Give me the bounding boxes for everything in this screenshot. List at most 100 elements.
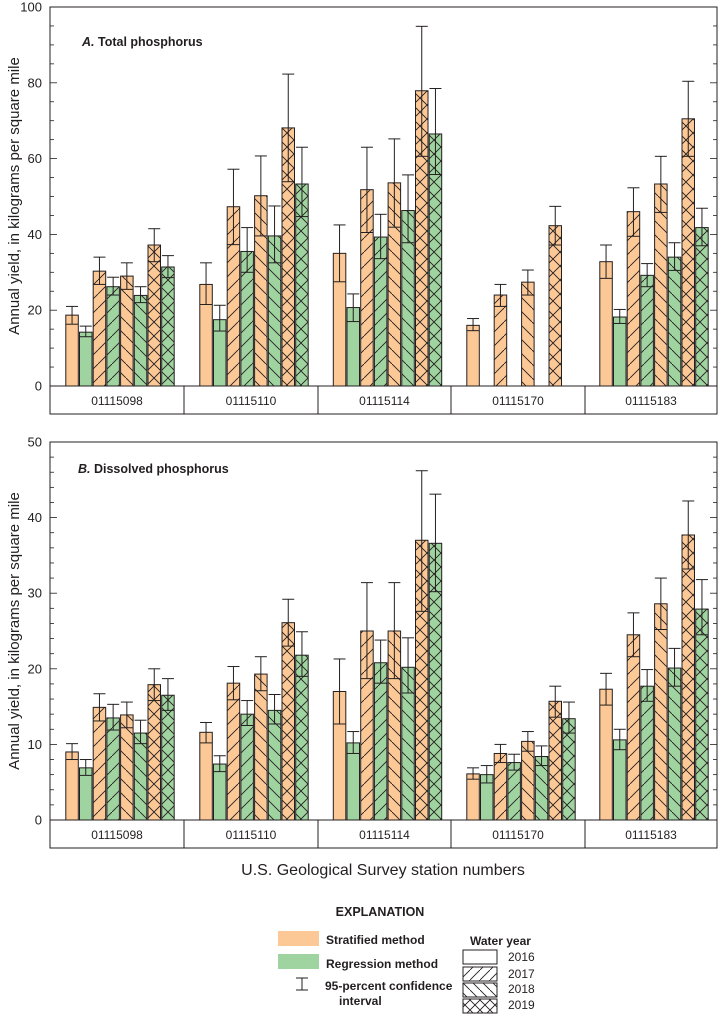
confidence-interval	[213, 304, 226, 332]
confidence-interval	[227, 168, 240, 246]
confidence-interval	[480, 765, 493, 784]
bar-hatch-2018	[654, 603, 668, 820]
bar-hatch-2019	[429, 543, 442, 820]
legend-water-year-title: Water year	[470, 934, 531, 948]
plot-frame-b	[49, 441, 718, 849]
bar-regression-2016	[613, 739, 626, 820]
confidence-interval	[682, 80, 695, 157]
confidence-interval	[107, 703, 120, 731]
confidence-interval	[134, 286, 147, 304]
bar-hatch-2018	[388, 182, 401, 386]
confidence-interval	[600, 244, 613, 279]
bar-hatch-2017	[106, 286, 120, 386]
bar-regression-2016	[213, 319, 226, 386]
y-tick-label: 60	[28, 151, 42, 166]
bar-stratified-2016	[599, 261, 613, 386]
y-tick-label: 80	[28, 75, 42, 90]
confidence-interval	[654, 577, 667, 630]
bar-stratified-2016	[65, 751, 79, 820]
bar-hatch-2018	[268, 235, 281, 386]
confidence-interval	[79, 759, 92, 776]
y-tick-label: 10	[28, 737, 42, 752]
legend: EXPLANATION Stratified method Regression…	[278, 905, 535, 1014]
y-tick-label: 20	[28, 661, 42, 676]
bar-hatch-2019	[562, 718, 576, 820]
station-label: 01115114	[359, 828, 410, 842]
confidence-interval	[467, 318, 480, 332]
confidence-interval	[415, 470, 428, 612]
panel-letter-a: A.	[81, 35, 95, 49]
confidence-interval	[161, 678, 174, 711]
confidence-interval	[66, 743, 79, 761]
bar-hatch-2019	[148, 245, 161, 386]
station-label: 01115098	[91, 394, 143, 408]
legend-swatch-stratified	[278, 931, 319, 946]
bar-hatch-2019	[161, 695, 175, 820]
bar-hatch-2017	[240, 714, 254, 820]
confidence-interval	[695, 579, 708, 636]
confidence-interval	[374, 213, 387, 260]
confidence-interval	[415, 25, 428, 157]
bar-hatch-2018	[401, 667, 415, 820]
bar-hatch-2019	[549, 225, 562, 386]
bar-stratified-2016	[199, 284, 213, 386]
station-label: 01115183	[625, 394, 677, 408]
legend-swatch-2018	[462, 982, 498, 998]
confidence-interval	[107, 276, 120, 296]
bar-stratified-2016	[599, 689, 613, 820]
legend-title: EXPLANATION	[336, 905, 425, 919]
bar-hatch-2017	[227, 206, 240, 386]
bar-hatch-2019	[429, 133, 442, 386]
legend-swatch-2016	[462, 949, 498, 965]
bar-hatch-2018	[668, 257, 681, 386]
confidence-interval	[66, 305, 79, 325]
confidence-interval	[347, 293, 360, 323]
confidence-interval	[268, 205, 281, 264]
bar-hatch-2017	[640, 275, 654, 386]
y-tick-label: 40	[28, 510, 42, 525]
confidence-interval	[402, 637, 415, 694]
bar-hatch-2017	[374, 662, 387, 820]
bars-b	[65, 534, 709, 821]
bar-hatch-2017	[360, 189, 374, 386]
station-label: 01115114	[359, 394, 410, 408]
confidence-interval	[161, 255, 174, 279]
bar-hatch-2017	[374, 237, 387, 386]
bar-hatch-2017	[627, 634, 640, 820]
y-tick-label: 0	[35, 379, 42, 394]
confidence-interval-icon	[296, 977, 308, 991]
station-label: 01115170	[492, 828, 544, 842]
bar-stratified-2016	[333, 253, 346, 386]
bar-hatch-2019	[682, 534, 695, 820]
panel-name-b: Dissolved phosphorus	[94, 462, 229, 476]
panel-letter-b: B.	[78, 462, 91, 476]
confidence-interval	[333, 224, 346, 283]
confidence-interval	[134, 719, 147, 745]
bar-hatch-2018	[401, 210, 415, 386]
bar-regression-2016	[480, 774, 493, 820]
y-tick-label: 100	[20, 0, 42, 15]
confidence-interval	[627, 187, 640, 237]
confidence-interval	[613, 728, 626, 751]
station-label: 01115098	[91, 828, 143, 842]
station-label: 01115110	[226, 828, 277, 842]
legend-label-2017: 2017	[508, 967, 535, 981]
ci-bars-a	[66, 25, 708, 338]
bar-hatch-2018	[254, 195, 268, 386]
confidence-interval	[268, 694, 281, 725]
confidence-interval	[521, 269, 534, 296]
bar-hatch-2019	[282, 127, 295, 386]
bar-hatch-2019	[282, 622, 295, 820]
confidence-interval	[641, 669, 654, 702]
confidence-interval	[402, 174, 415, 244]
confidence-interval	[467, 767, 480, 780]
confidence-interval	[148, 228, 161, 263]
bar-hatch-2018	[654, 183, 668, 386]
bar-hatch-2019	[415, 90, 428, 386]
bar-hatch-2018	[254, 674, 268, 820]
confidence-interval	[241, 700, 254, 726]
confidence-interval	[494, 283, 507, 307]
confidence-interval	[295, 631, 308, 677]
legend-label-2016: 2016	[508, 950, 535, 964]
